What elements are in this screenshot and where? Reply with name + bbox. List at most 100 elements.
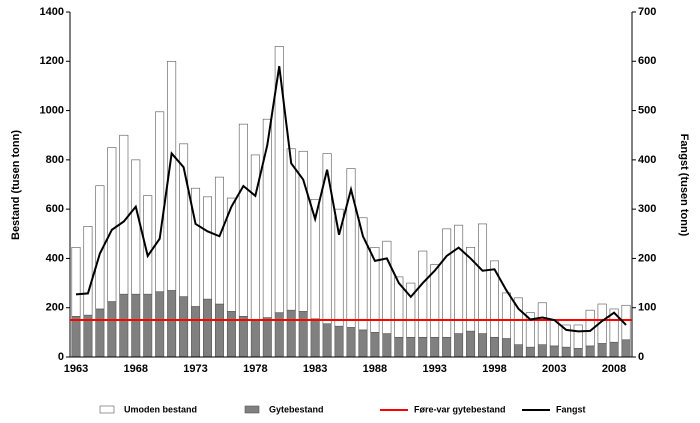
bar-segment bbox=[155, 111, 165, 292]
bar-segment bbox=[226, 197, 236, 312]
bar-segment bbox=[107, 301, 117, 358]
bar-segment bbox=[549, 345, 559, 358]
x-tick-label: 2008 bbox=[602, 363, 626, 375]
x-tick-label: 1963 bbox=[64, 363, 88, 375]
bar-segment bbox=[358, 217, 368, 331]
bar-segment bbox=[119, 293, 129, 358]
bar-segment bbox=[179, 143, 189, 297]
y2-tick-label: 500 bbox=[638, 104, 656, 116]
bar-segment bbox=[525, 346, 535, 358]
y2-axis-label: Fangst (tusen tonn) bbox=[678, 134, 690, 237]
y-tick-label: 1000 bbox=[40, 104, 64, 116]
bar-segment bbox=[573, 348, 583, 358]
bar-segment bbox=[501, 292, 511, 339]
bar-segment bbox=[203, 298, 212, 358]
bar-segment bbox=[537, 344, 547, 358]
bar-segment bbox=[430, 264, 440, 338]
bar-segment bbox=[561, 324, 571, 348]
bar-segment bbox=[454, 224, 464, 334]
bar-segment bbox=[214, 303, 224, 358]
bar-segment bbox=[573, 324, 583, 349]
bar-segment bbox=[83, 226, 93, 316]
bar-segment bbox=[155, 291, 165, 358]
bar-segment bbox=[478, 333, 488, 358]
bar-segment bbox=[119, 134, 129, 295]
bar-segment bbox=[334, 208, 344, 327]
legend-label: Gytebestand bbox=[269, 404, 324, 414]
bar-segment bbox=[334, 325, 344, 358]
bar-segment bbox=[609, 308, 619, 343]
legend-swatch bbox=[99, 405, 115, 414]
bar-segment bbox=[418, 336, 428, 358]
bar-segment bbox=[525, 312, 535, 348]
bar-segment bbox=[454, 333, 464, 358]
bar-segment bbox=[549, 319, 559, 347]
x-tick-label: 1983 bbox=[303, 363, 327, 375]
line-series bbox=[75, 66, 627, 333]
x-tick-label: 1968 bbox=[124, 363, 148, 375]
y2-tick-label: 300 bbox=[638, 203, 656, 215]
y2-tick-label: 400 bbox=[638, 154, 656, 166]
bar-segment bbox=[490, 336, 499, 358]
bar-segment bbox=[298, 311, 308, 358]
bar-segment bbox=[537, 302, 547, 345]
y-tick-label: 1200 bbox=[40, 55, 64, 67]
bar-segment bbox=[179, 296, 189, 358]
x-tick-label: 2003 bbox=[542, 363, 566, 375]
bar-segment bbox=[310, 198, 320, 320]
bar-segment bbox=[561, 346, 571, 358]
legend-label: Umoden bestand bbox=[124, 404, 197, 414]
y-tick-label: 1400 bbox=[40, 6, 64, 18]
bar-segment bbox=[442, 228, 452, 338]
legend-label: Føre-var gytebestand bbox=[414, 404, 506, 414]
bar-segment bbox=[406, 282, 416, 338]
bar-segment bbox=[394, 276, 404, 338]
y-tick-label: 0 bbox=[58, 351, 64, 363]
x-tick-label: 1973 bbox=[183, 363, 207, 375]
bar-segment bbox=[322, 153, 332, 325]
bar-segment bbox=[490, 260, 499, 338]
bar-segment bbox=[346, 327, 356, 358]
bar-segment bbox=[250, 319, 260, 358]
bar-segment bbox=[238, 123, 248, 317]
bar-segment bbox=[346, 168, 356, 328]
x-tick-label: 1988 bbox=[363, 363, 387, 375]
bar-segment bbox=[226, 311, 236, 358]
bar-segment bbox=[274, 46, 284, 313]
bar-segment bbox=[286, 309, 296, 358]
bar-segment bbox=[597, 343, 607, 358]
y2-tick-label: 700 bbox=[638, 6, 656, 18]
bar-segment bbox=[478, 223, 488, 334]
bar-segment bbox=[466, 330, 476, 358]
bar-segment bbox=[286, 148, 296, 311]
bar-segment bbox=[609, 341, 619, 358]
bar-segment bbox=[501, 338, 511, 358]
bar-segment bbox=[71, 316, 81, 358]
bar-segment bbox=[298, 150, 308, 312]
bar-segment bbox=[430, 336, 440, 358]
bar-segment bbox=[71, 247, 81, 317]
bar-segment bbox=[621, 304, 631, 341]
bar-segment bbox=[406, 336, 416, 358]
y2-tick-label: 600 bbox=[638, 55, 656, 67]
y2-tick-label: 200 bbox=[638, 252, 656, 264]
bar-segment bbox=[238, 316, 248, 358]
y-tick-label: 600 bbox=[46, 203, 64, 215]
bar-segment bbox=[191, 306, 201, 358]
bar-segment bbox=[370, 247, 380, 333]
legend-label: Fangst bbox=[556, 404, 586, 414]
bar-segment bbox=[131, 159, 141, 295]
y-tick-label: 200 bbox=[46, 302, 64, 314]
bar-segment bbox=[382, 333, 392, 358]
bar-segment bbox=[322, 323, 332, 358]
bar-segment bbox=[466, 247, 476, 332]
bar-segment bbox=[107, 147, 117, 302]
y-tick-label: 800 bbox=[46, 154, 64, 166]
y-axis-label: Bestand (tusen tonn) bbox=[10, 130, 22, 240]
bar-segment bbox=[143, 195, 153, 295]
bar-segment bbox=[167, 290, 177, 358]
bar-segment bbox=[394, 336, 404, 358]
x-tick-label: 1998 bbox=[482, 363, 506, 375]
x-tick-label: 1993 bbox=[422, 363, 446, 375]
bar-segment bbox=[358, 329, 368, 358]
